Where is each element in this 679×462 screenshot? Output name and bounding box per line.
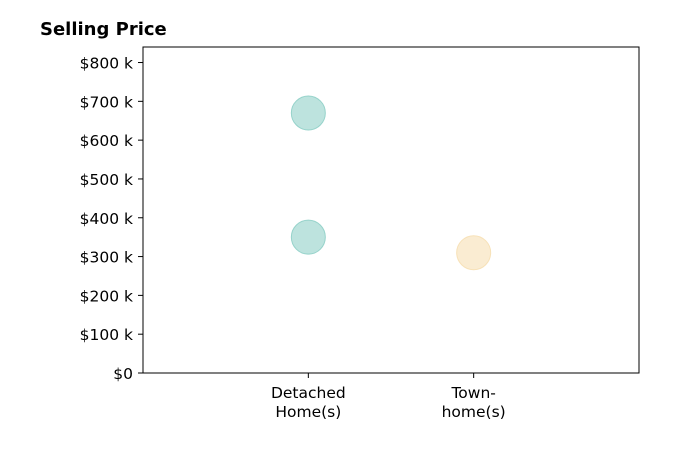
y-tick-label: $600 k (80, 132, 133, 150)
data-point (290, 95, 326, 131)
data-point (456, 235, 492, 271)
x-tick-label: Detached Home(s) (271, 384, 346, 421)
axes-frame (142, 46, 640, 374)
y-tick-label: $200 k (80, 287, 133, 305)
y-tick-label: $300 k (80, 249, 133, 267)
y-tick-label: $100 k (80, 326, 133, 344)
chart-title: Selling Price (40, 19, 167, 40)
y-tick-label: $0 (113, 365, 133, 383)
y-tick-label: $700 k (80, 93, 133, 111)
y-tick-label: $800 k (80, 55, 133, 73)
y-tick-label: $400 k (80, 210, 133, 228)
x-tick-label: Town-home(s) (442, 384, 506, 421)
data-point (290, 219, 326, 255)
y-tick-label: $500 k (80, 171, 133, 189)
plot-area: $0 $100 k $200 k $300 k $400 k $500 k $600 k $7… (80, 46, 640, 421)
